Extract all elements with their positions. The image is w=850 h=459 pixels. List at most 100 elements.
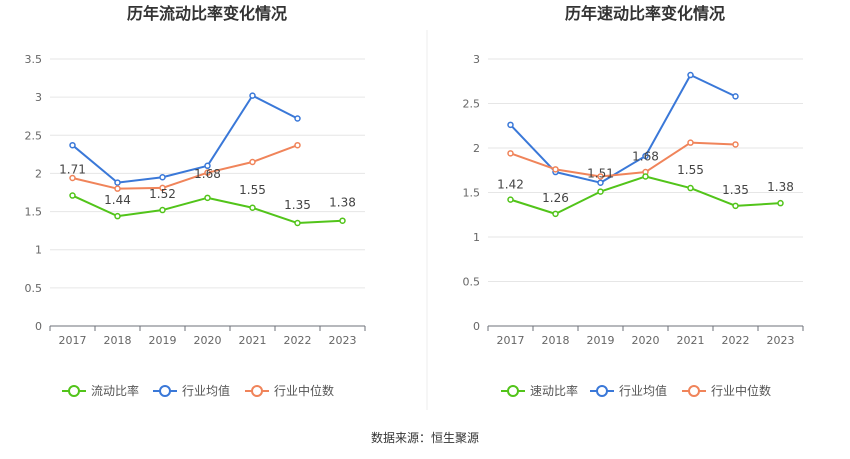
data-label: 1.68 [194,167,221,181]
data-point[interactable] [552,210,559,218]
data-point[interactable] [249,92,256,99]
data-point[interactable] [732,93,739,100]
data-point[interactable] [687,184,694,192]
legend-label: 流动比率 [91,383,139,398]
data-label: 1.26 [542,191,569,205]
y-tick-label: 3 [473,53,480,66]
y-tick-label: 3 [35,91,42,104]
data-point[interactable] [777,199,784,207]
x-tick-label: 2019 [149,334,177,347]
data-point[interactable] [687,139,694,146]
data-point[interactable] [687,71,694,79]
legend-label: 行业均值 [182,383,230,398]
y-tick-label: 1.5 [25,206,43,219]
data-point[interactable] [204,169,211,176]
data-label: 1.52 [149,187,176,201]
data-label: 1.35 [284,198,311,212]
legend-item-2[interactable]: 行业中位数 [682,383,771,398]
data-point[interactable] [159,184,166,192]
x-tick-label: 2017 [497,334,525,347]
data-label: 1.71 [59,163,86,177]
legend-label: 行业中位数 [274,383,334,398]
data-point[interactable] [642,173,649,180]
data-point[interactable] [294,141,301,149]
legend-item-0[interactable]: 流动比率 [62,383,139,398]
legend-marker [688,385,700,397]
y-tick-label: 1.5 [463,187,481,200]
data-point[interactable] [294,219,301,227]
x-tick-label: 2023 [767,334,795,347]
y-tick-label: 0 [35,320,42,333]
x-tick-label: 2019 [587,334,615,347]
data-point[interactable] [204,162,211,170]
legend-label: 速动比率 [530,383,578,398]
y-tick-label: 0 [473,320,480,333]
x-tick-label: 2018 [104,334,132,347]
data-point[interactable] [159,173,166,181]
data-point[interactable] [507,196,514,203]
data-point[interactable] [597,173,604,180]
y-tick-label: 0.5 [25,282,43,295]
data-point[interactable] [597,179,604,186]
data-point[interactable] [732,202,739,210]
data-label: 1.44 [104,193,131,207]
data-point[interactable] [732,141,739,148]
data-point[interactable] [114,185,121,192]
chart-title: 历年流动比率变化情况 [127,4,287,23]
data-point[interactable] [507,150,514,157]
series-line-2 [510,141,736,178]
data-label: 1.38 [767,180,794,194]
data-label: 1.51 [587,167,614,181]
data-point[interactable] [642,152,649,160]
data-point[interactable] [249,158,256,166]
series-line-1 [509,74,736,184]
data-point[interactable] [294,115,301,122]
data-point[interactable] [339,217,346,224]
legend-marker [596,385,608,397]
data-point[interactable] [69,192,76,199]
y-tick-label: 2 [35,167,42,180]
data-point[interactable] [597,188,604,195]
data-point[interactable] [507,121,514,129]
legend-marker [68,385,80,397]
legend-item-2[interactable]: 行业中位数 [245,383,334,398]
x-tick-label: 2020 [632,334,660,347]
x-tick-label: 2018 [542,334,570,347]
x-tick-label: 2021 [239,334,267,347]
legend-marker [159,385,171,397]
x-tick-label: 2022 [722,334,750,347]
quick-ratio-chart: 历年速动比率变化情况 0 0.5 1 1.5 2 2.5 3 2017 2018 2019 2020 2… [463,4,804,398]
data-source-note: 数据来源：恒生聚源 [371,430,479,445]
legend-label: 行业均值 [619,383,667,398]
data-label: 1.55 [677,163,704,177]
data-label: 1.42 [497,178,524,192]
data-point[interactable] [114,212,121,220]
data-point[interactable] [69,141,76,149]
chart-title: 历年速动比率变化情况 [565,4,725,23]
data-point[interactable] [249,204,256,212]
series-line-1 [71,94,298,184]
x-tick-label: 2022 [284,334,312,347]
legend-item-1[interactable]: 行业均值 [590,383,667,398]
data-label: 1.68 [632,149,659,163]
legend-item-0[interactable]: 速动比率 [501,383,578,398]
legend-marker [507,385,519,397]
series-line-2 [72,144,298,190]
data-point[interactable] [114,179,121,186]
y-tick-label: 3.5 [25,53,43,66]
data-point[interactable] [552,166,559,173]
y-tick-label: 2.5 [463,98,481,111]
legend-item-1[interactable]: 行业均值 [153,383,230,398]
y-tick-label: 1 [473,231,480,244]
data-label: 1.38 [329,196,356,210]
y-tick-label: 0.5 [463,276,481,289]
data-point[interactable] [204,194,211,202]
x-tick-label: 2021 [677,334,705,347]
y-tick-label: 2 [473,142,480,155]
data-point[interactable] [159,206,166,214]
y-tick-label: 2.5 [25,129,43,142]
x-tick-label: 2017 [59,334,87,347]
data-point[interactable] [69,174,76,182]
